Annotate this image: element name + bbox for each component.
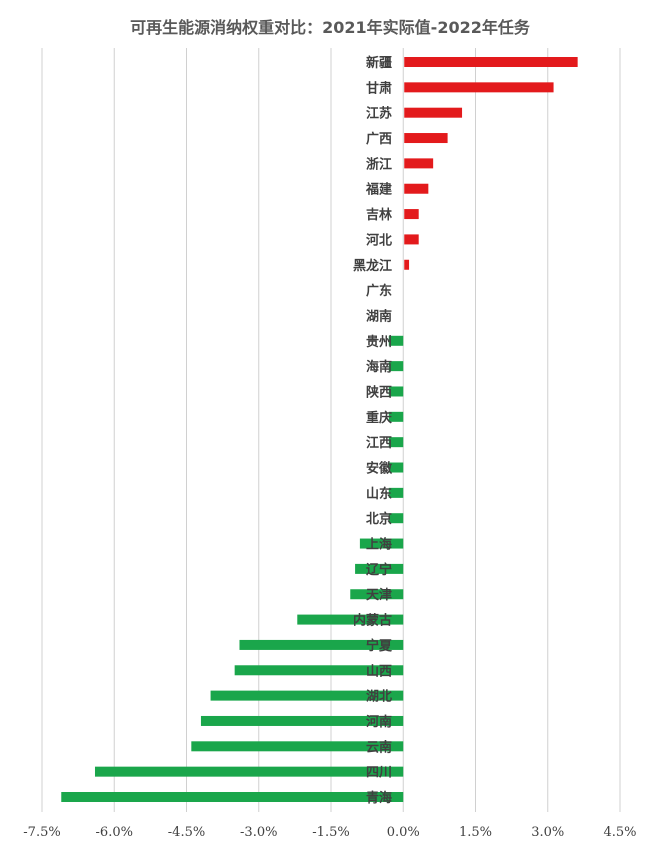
category-label: 广西 — [366, 131, 392, 147]
category-label: 陕西 — [366, 384, 392, 400]
bar-山西 — [234, 665, 404, 676]
bar-北京 — [388, 513, 404, 524]
x-tick-label: 3.0% — [531, 825, 564, 840]
category-label: 江苏 — [366, 106, 392, 122]
category-label: 山东 — [366, 486, 392, 502]
bar-辽宁 — [355, 563, 404, 574]
bar-黑龙江 — [404, 259, 410, 270]
category-label: 湖北 — [366, 690, 392, 705]
bar-青海 — [61, 792, 404, 802]
category-label: 安徽 — [366, 461, 393, 477]
x-tick-label: -7.5% — [23, 825, 60, 840]
category-label: 四川 — [366, 766, 392, 781]
bar-宁夏 — [239, 639, 404, 650]
category-label: 天津 — [366, 587, 392, 603]
category-label: 贵州 — [366, 334, 392, 350]
bar-江西 — [388, 437, 404, 448]
category-label: 河南 — [366, 714, 392, 730]
category-label: 上海 — [366, 537, 392, 553]
bar-江苏 — [404, 107, 463, 118]
category-label: 江西 — [366, 435, 392, 451]
bar-天津 — [350, 589, 404, 600]
bar-湖北 — [210, 690, 404, 701]
x-tick-label: -6.0% — [96, 825, 133, 840]
category-label: 福建 — [365, 182, 392, 198]
category-label: 甘肃 — [366, 80, 392, 96]
bar-内蒙古 — [297, 614, 404, 625]
category-label: 浙江 — [366, 156, 392, 172]
category-label: 云南 — [366, 739, 392, 755]
bar-浙江 — [404, 158, 434, 169]
bar-吉林 — [404, 209, 419, 220]
bar-上海 — [359, 538, 404, 549]
bar-安徽 — [388, 462, 404, 473]
x-tick-label: 0.0% — [387, 825, 420, 840]
category-label: 海南 — [366, 359, 392, 375]
bar-四川 — [94, 766, 404, 777]
bar-云南 — [191, 741, 404, 752]
category-label: 内蒙古 — [353, 613, 392, 629]
category-label: 广东 — [366, 283, 392, 299]
category-label: 湖南 — [366, 308, 392, 324]
x-tick-label: -4.5% — [168, 825, 205, 840]
category-label: 吉林 — [366, 207, 392, 223]
x-tick-label: -1.5% — [312, 825, 349, 840]
x-tick-label: 4.5% — [603, 825, 636, 840]
bar-河北 — [404, 234, 419, 245]
bar-福建 — [404, 183, 429, 194]
category-label: 宁夏 — [366, 638, 393, 654]
x-tick-label: 1.5% — [459, 825, 492, 840]
bar-陕西 — [388, 386, 404, 397]
bar-海南 — [388, 361, 404, 372]
bar-山东 — [388, 487, 404, 498]
category-label: 北京 — [366, 511, 392, 527]
category-label: 辽宁 — [366, 562, 392, 578]
category-label: 青海 — [366, 790, 392, 806]
bar-重庆 — [388, 411, 404, 422]
bar-贵州 — [388, 335, 404, 346]
chart-title: 可再生能源消纳权重对比：2021年实际值-2022年任务 — [130, 18, 530, 37]
bar-河南 — [200, 715, 404, 726]
category-label: 黑龙江 — [353, 258, 392, 274]
category-label: 山西 — [366, 663, 392, 679]
category-label: 重庆 — [366, 410, 392, 426]
bar-广西 — [404, 133, 448, 144]
bar-甘肃 — [404, 82, 554, 93]
category-label: 新疆 — [366, 55, 392, 71]
bar-新疆 — [404, 57, 578, 67]
category-label: 河北 — [366, 232, 392, 248]
x-tick-label: -3.0% — [240, 825, 277, 840]
